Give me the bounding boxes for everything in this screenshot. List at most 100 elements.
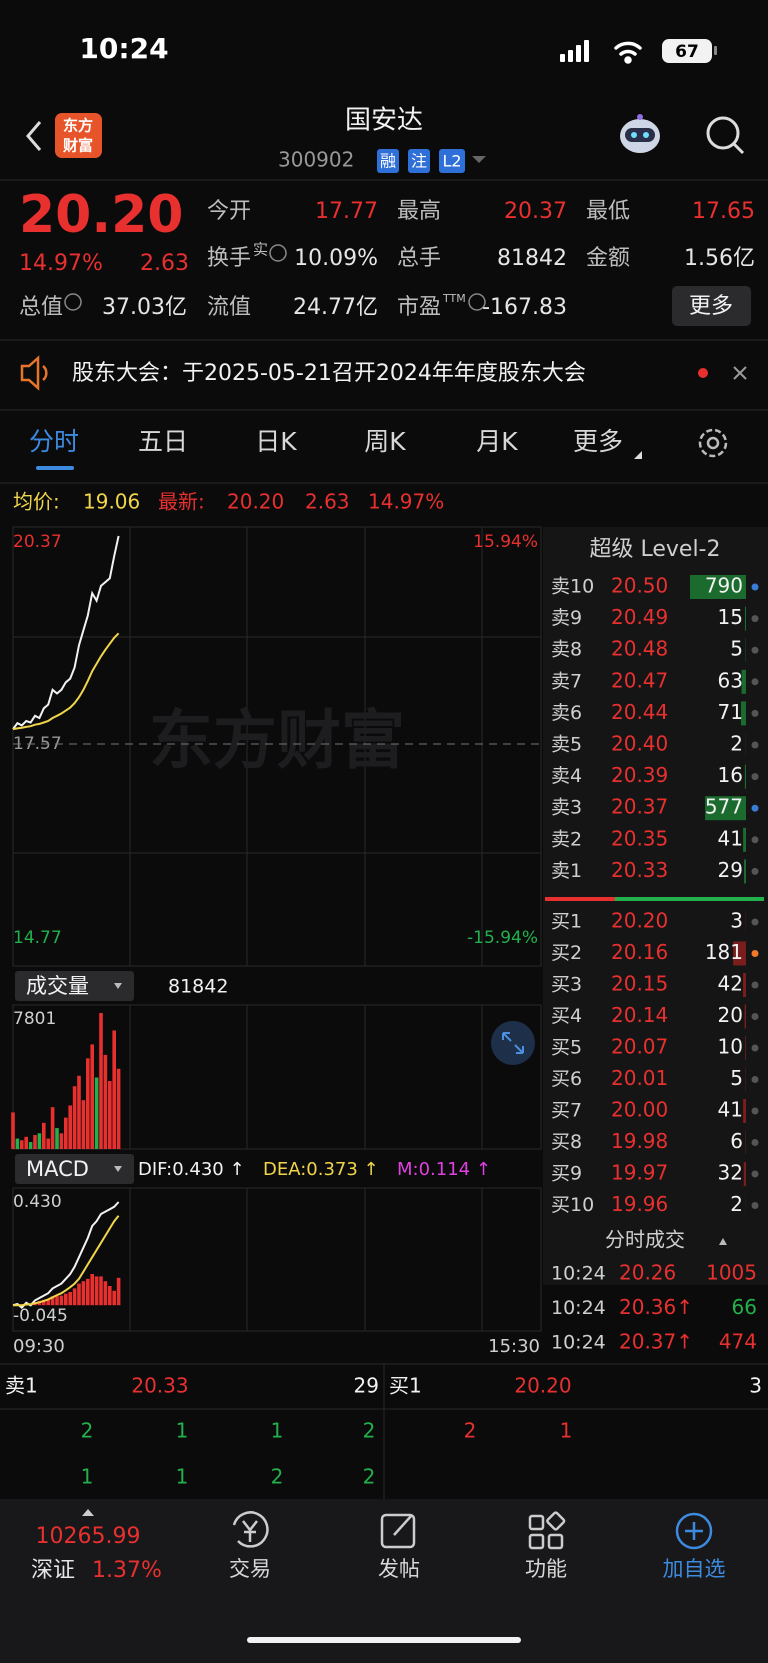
back-button[interactable] (26, 121, 42, 151)
selector-arrow (114, 983, 122, 989)
level-volume: 42 (718, 972, 743, 996)
nav-label[interactable]: 交易 (229, 1557, 271, 1581)
assistant-icon[interactable] (620, 114, 660, 153)
volume-bar (743, 859, 746, 884)
level-price: 20.07 (611, 1035, 668, 1059)
function-icon[interactable] (528, 1511, 566, 1550)
volume-bar (33, 1135, 37, 1149)
macd-bar (46, 1298, 50, 1306)
logo-text: 东方 (63, 117, 93, 135)
dropdown-arrow[interactable] (472, 156, 486, 163)
level-dot (751, 867, 759, 875)
level-price: 20.40 (611, 732, 668, 756)
tab[interactable]: 日K (255, 427, 297, 456)
volume-bar (103, 1054, 108, 1149)
stock-name: 国安达 (345, 106, 423, 136)
volume-bar (72, 1086, 77, 1149)
signal-icon (560, 40, 589, 62)
y-tick-label: -0.045 (13, 1306, 68, 1326)
tab[interactable]: 分时 (29, 427, 79, 456)
queue-size: 1 (176, 1419, 189, 1443)
time-label: 09:30 (13, 1336, 65, 1357)
battery-level: 67 (675, 42, 699, 62)
volume-label[interactable]: 成交量 (26, 974, 89, 998)
volume-bar (50, 1107, 55, 1149)
queue-size: 2 (363, 1465, 376, 1489)
volume-bar (42, 1122, 46, 1149)
field-sup: 实 (253, 241, 268, 259)
order-label: 买1 (389, 1374, 422, 1398)
volume-bar (64, 1117, 68, 1149)
nav-label[interactable]: 加自选 (663, 1557, 726, 1581)
tab[interactable]: 五日 (138, 427, 188, 456)
volume-bar (740, 701, 746, 726)
change-pct: 14.97% (19, 251, 103, 276)
tab[interactable]: 周K (364, 427, 406, 456)
orderbook-panel (543, 527, 768, 1285)
level-price: 20.35 (611, 826, 668, 850)
level-label: 卖9 (551, 607, 582, 629)
volume-selector[interactable] (15, 971, 134, 1001)
volume-bar (733, 941, 746, 966)
order-price: 20.20 (514, 1374, 571, 1398)
trade-icon[interactable] (232, 1511, 269, 1548)
volume-bar (90, 1044, 94, 1149)
ask-bid-split-red (545, 897, 615, 901)
level-label: 买8 (551, 1131, 582, 1153)
level-dot (751, 1044, 759, 1052)
trade-time: 10:24 (551, 1332, 606, 1354)
dea-line (13, 1215, 120, 1307)
level-price: 19.96 (611, 1192, 668, 1216)
field-label: 总手 (397, 246, 441, 271)
field-label: 市盈 (397, 295, 441, 320)
chart-frame (12, 526, 542, 1332)
settings-icon[interactable] (698, 428, 728, 458)
battery (662, 39, 712, 63)
index-value[interactable]: 10265.99 (36, 1524, 141, 1549)
level-dot (751, 950, 759, 957)
index-name[interactable]: 深证 (31, 1558, 75, 1583)
queue-size: 1 (560, 1419, 573, 1443)
tab[interactable]: 更多 (573, 427, 623, 456)
notice-text[interactable]: 股东大会：于2025-05-21召开2024年年度股东大会 (72, 361, 586, 386)
ask-bid-split-green (615, 897, 764, 901)
macd-bar (103, 1281, 108, 1306)
volume-bar (24, 1136, 28, 1149)
macd-bar (50, 1296, 55, 1306)
level-label: 卖8 (551, 639, 582, 661)
field-label: 换手 (207, 246, 251, 271)
more-button-label[interactable]: 更多 (689, 294, 733, 319)
volume-bar (745, 1036, 746, 1060)
latest-label: 最新: (158, 490, 205, 514)
volume-bar (743, 1162, 746, 1186)
y-tick-label: 14.77 (13, 928, 62, 948)
post-icon[interactable] (380, 1513, 416, 1549)
close-icon[interactable] (733, 366, 747, 380)
more-button[interactable] (672, 286, 751, 326)
macd-label[interactable]: MACD (26, 1157, 89, 1181)
nav-label[interactable]: 发帖 (378, 1557, 420, 1581)
index-pct[interactable]: 1.37% (92, 1558, 162, 1583)
level-dot (751, 981, 759, 989)
trade-time: 10:24 (551, 1263, 606, 1285)
info-icon (64, 293, 82, 311)
queue-size: 2 (464, 1419, 477, 1443)
tab[interactable]: 月K (476, 427, 518, 456)
expand-button[interactable] (491, 1021, 535, 1065)
field-value: 81842 (497, 246, 567, 271)
search-icon[interactable] (706, 116, 745, 155)
add-watchlist-icon[interactable] (675, 1512, 713, 1550)
info-icon (269, 244, 287, 262)
indicator-selector[interactable] (15, 1154, 134, 1184)
nav-label[interactable]: 功能 (525, 1557, 567, 1581)
avg-price-line (12, 632, 120, 731)
tab-indicator (36, 466, 74, 470)
volume-bar (741, 669, 746, 694)
volume-total: 81842 (168, 976, 228, 998)
queue-size: 2 (363, 1419, 376, 1443)
badge-text: L2 (442, 152, 461, 171)
level-dot (751, 615, 759, 623)
y-tick-label: 7801 (13, 1009, 56, 1029)
